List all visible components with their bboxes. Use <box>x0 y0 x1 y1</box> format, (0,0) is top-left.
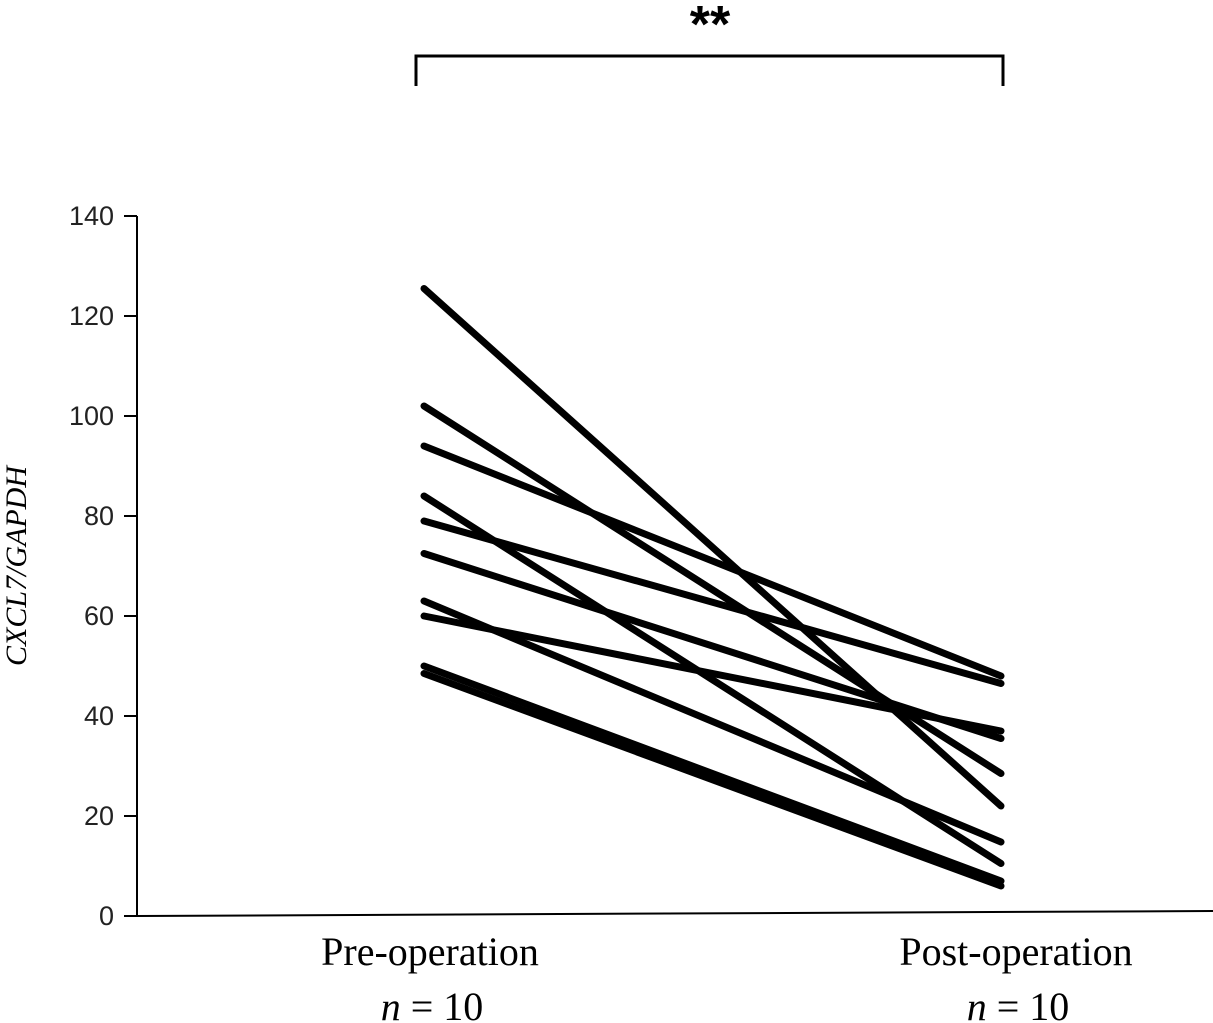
y-tick-label: 60 <box>84 601 114 631</box>
series-line-7 <box>420 597 1005 846</box>
series-line-5 <box>420 517 1005 687</box>
series-line-10 <box>420 670 1005 890</box>
y-tick-label: 120 <box>69 301 114 331</box>
y-tick-label: 20 <box>84 801 114 831</box>
y-axis-label: CXCL7/GAPDH <box>0 464 33 666</box>
series-line-3 <box>420 442 1005 680</box>
series-lines <box>420 285 1005 890</box>
y-ticks: 0 20 40 60 80 100 120 140 <box>69 201 137 931</box>
y-tick-label: 80 <box>84 501 114 531</box>
group-size-label: n = 10 <box>967 984 1070 1023</box>
category-labels: Pre-operation n = 10 Post-operation n = 10 <box>321 929 1133 1023</box>
y-tick-label: 100 <box>69 401 114 431</box>
y-tick-label: 0 <box>99 901 114 931</box>
series-line-6 <box>420 550 1005 742</box>
group-size-label: n = 10 <box>381 984 484 1023</box>
series-line-8 <box>420 612 1005 735</box>
y-tick-label: 140 <box>69 201 114 231</box>
series-line-1 <box>420 285 1005 810</box>
x-axis-line <box>136 910 1213 917</box>
category-label: Pre-operation <box>321 929 539 974</box>
series-line-9 <box>420 662 1005 885</box>
significance-bracket: ** <box>414 0 1005 86</box>
significance-stars: ** <box>690 0 731 54</box>
bracket-line <box>414 54 1005 86</box>
axes <box>136 216 1213 917</box>
category-label: Post-operation <box>899 929 1132 974</box>
y-tick-label: 40 <box>84 701 114 731</box>
